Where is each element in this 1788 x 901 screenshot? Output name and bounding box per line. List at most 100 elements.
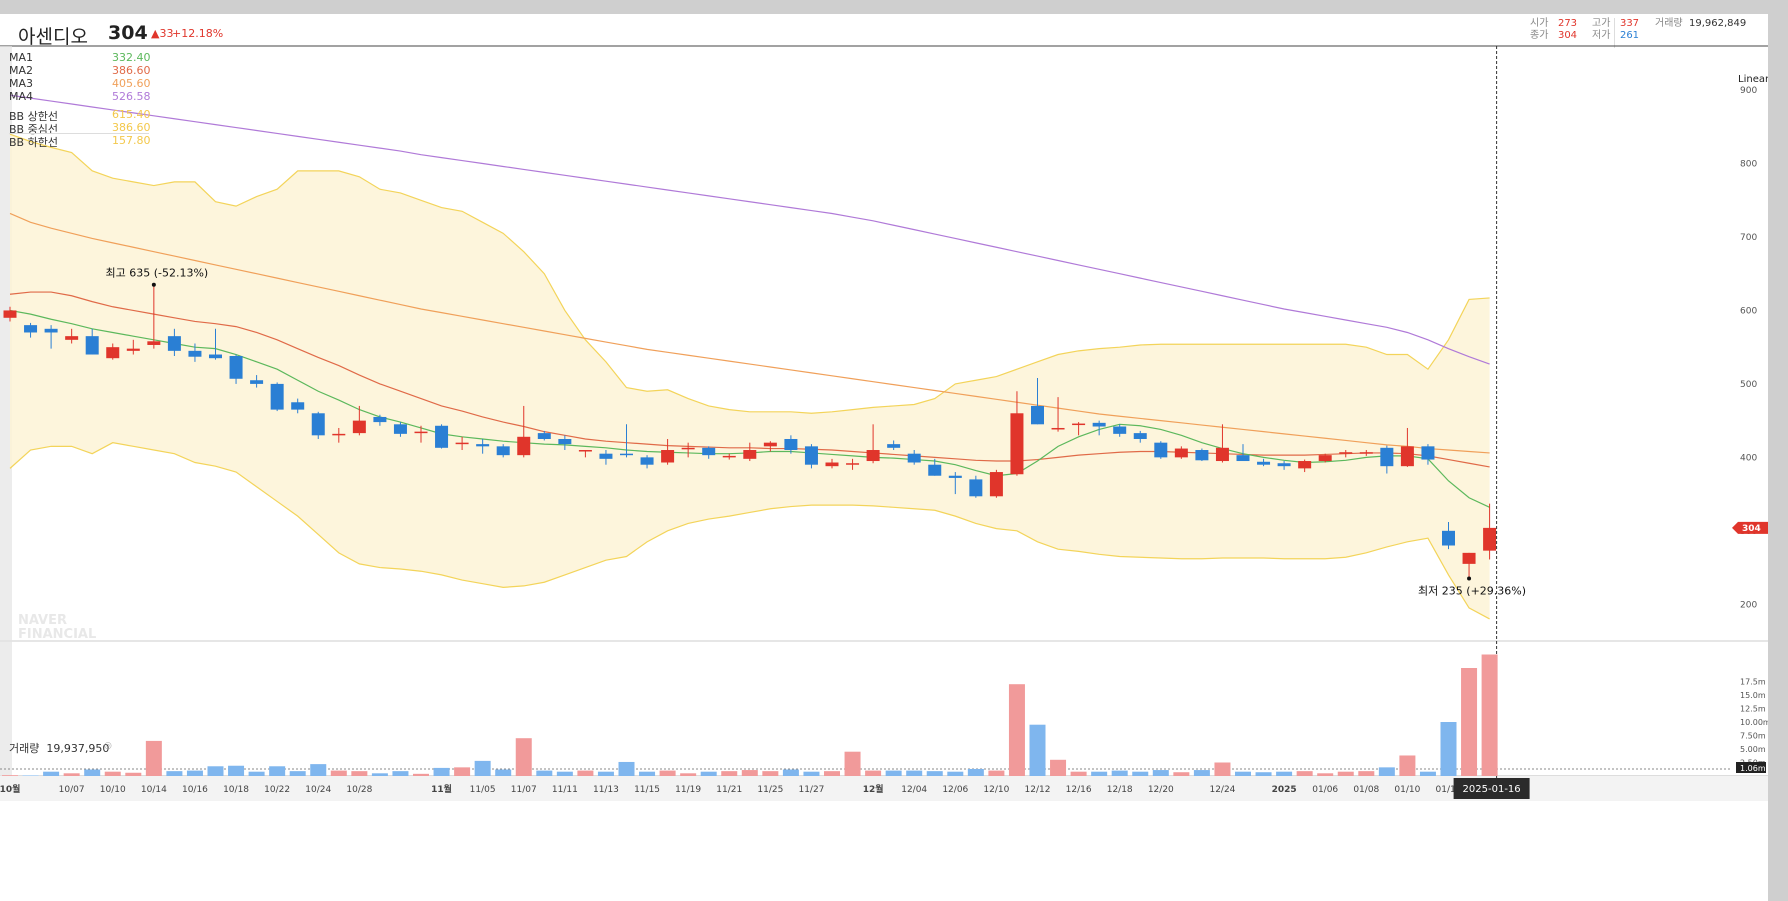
- volume-bar: [618, 761, 635, 776]
- volume-bar: [186, 770, 203, 776]
- volume-bar: [1152, 770, 1169, 776]
- volume-bar: [392, 771, 409, 776]
- volume-tick-label: 7.50m: [1740, 732, 1766, 741]
- x-tick-label: 11/13: [593, 785, 619, 795]
- volume-bar: [885, 770, 902, 776]
- candle-body: [1072, 423, 1086, 426]
- volume-bar: [700, 771, 717, 776]
- legend-value: 157.80: [112, 134, 151, 147]
- candle-body: [1154, 442, 1168, 458]
- stock-name: 아센디오: [18, 26, 88, 48]
- legend-value: 386.60: [112, 64, 151, 77]
- x-tick-label: 11월: [431, 783, 452, 795]
- price-tick-label: 700: [1740, 233, 1757, 243]
- candle-body: [1339, 452, 1353, 454]
- current-date-bg: [1453, 778, 1530, 799]
- candle-body: [681, 447, 695, 450]
- x-tick-label: 12/10: [983, 785, 1009, 795]
- volume-bar: [782, 769, 799, 776]
- low-price: 저가 261: [1592, 30, 1640, 41]
- x-tick-label: 10월: [0, 783, 20, 795]
- x-tick-label: 11/27: [798, 785, 824, 795]
- candle-body: [3, 310, 17, 318]
- volume-bar: [1132, 771, 1149, 776]
- candle-body: [599, 453, 613, 459]
- x-tick-label: 12/24: [1209, 785, 1235, 795]
- volume-bar: [63, 773, 80, 776]
- scale-mode-toggle[interactable]: Linear: [1738, 74, 1768, 85]
- candle-body: [702, 447, 716, 456]
- candle-body: [476, 444, 490, 447]
- candle-body: [1257, 461, 1271, 465]
- candle-body: [763, 442, 777, 447]
- x-tick-label: 10/28: [346, 785, 372, 795]
- candle-body: [44, 328, 58, 333]
- x-tick-label: 12/06: [942, 785, 968, 795]
- candle-body: [517, 436, 531, 456]
- price-tick-label: 500: [1740, 380, 1757, 390]
- candle-body: [393, 424, 407, 434]
- price-tick-label: 800: [1740, 160, 1757, 170]
- candle-body: [229, 355, 243, 379]
- x-tick-label: 10/07: [59, 785, 85, 795]
- volume-tick-label: 12.5m: [1740, 705, 1766, 714]
- current-price-tag: 304: [1742, 524, 1761, 534]
- candle-body: [969, 479, 983, 497]
- volume-bar: [84, 769, 101, 776]
- volume-bar: [454, 767, 471, 776]
- legend-value: 526.58: [112, 90, 151, 103]
- x-tick-label: 11/19: [675, 785, 701, 795]
- legend-separator: [9, 133, 149, 134]
- volume-bar: [1070, 771, 1087, 776]
- price-tag-bg: [1738, 521, 1768, 534]
- legend-name: MA3: [9, 77, 34, 90]
- candle-body: [1442, 530, 1455, 546]
- volume-bar: [1111, 770, 1128, 776]
- candle-body: [928, 464, 942, 476]
- left-edge-band: [0, 46, 12, 776]
- volume-total: 거래량 19,962,849: [1655, 18, 1747, 29]
- low-annotation: 최저 235 (+29.36%): [1418, 585, 1526, 598]
- x-tick-label: 12/04: [901, 785, 927, 795]
- candle-body: [640, 457, 654, 465]
- volume-bar: [2, 775, 18, 776]
- candle-body: [332, 433, 346, 436]
- candle-body: [352, 420, 366, 434]
- volume-bar: [844, 751, 861, 776]
- eye-icon[interactable]: ◎: [104, 741, 112, 751]
- x-tick-label: 01/08: [1353, 785, 1379, 795]
- volume-bar: [803, 771, 820, 776]
- candle-body: [887, 444, 901, 448]
- volume-bar: [741, 770, 758, 776]
- bollinger-band-fill: [10, 134, 1490, 619]
- legend-name: MA1: [9, 51, 34, 64]
- volume-bar: [371, 773, 388, 776]
- volume-tick-label: 15.0m: [1740, 691, 1766, 700]
- candle-body: [907, 453, 921, 463]
- ma3-line: [9, 212, 1490, 454]
- volume-bar: [1296, 771, 1313, 776]
- x-tick-label: 10/22: [264, 785, 290, 795]
- x-tick-label: 11/15: [634, 785, 660, 795]
- volume-bar: [1008, 684, 1025, 776]
- x-tick-label: 01/10: [1394, 785, 1420, 795]
- volume-bar: [474, 760, 491, 776]
- candle-body: [1359, 452, 1373, 454]
- candle-body: [167, 336, 181, 351]
- volume-bar: [330, 770, 347, 776]
- candle-body: [804, 446, 818, 465]
- volume-bar: [433, 767, 450, 776]
- candle-body: [1051, 427, 1065, 430]
- volume-bar: [310, 764, 327, 776]
- x-tick-label: 12/18: [1107, 785, 1133, 795]
- volume-bar: [289, 771, 306, 776]
- candle-body: [825, 462, 839, 467]
- price-chart[interactable]: 최고 635 (-52.13%)최저 235 (+29.36%)20030040…: [0, 14, 1768, 901]
- ma4-line: [9, 94, 1490, 365]
- legend-value: 386.60: [112, 121, 151, 134]
- legend-value: 405.60: [112, 77, 151, 90]
- candle-body: [989, 472, 1003, 497]
- x-tick-label: 12/12: [1025, 785, 1051, 795]
- candle-body: [1318, 455, 1332, 462]
- legend-name: MA4: [9, 90, 34, 103]
